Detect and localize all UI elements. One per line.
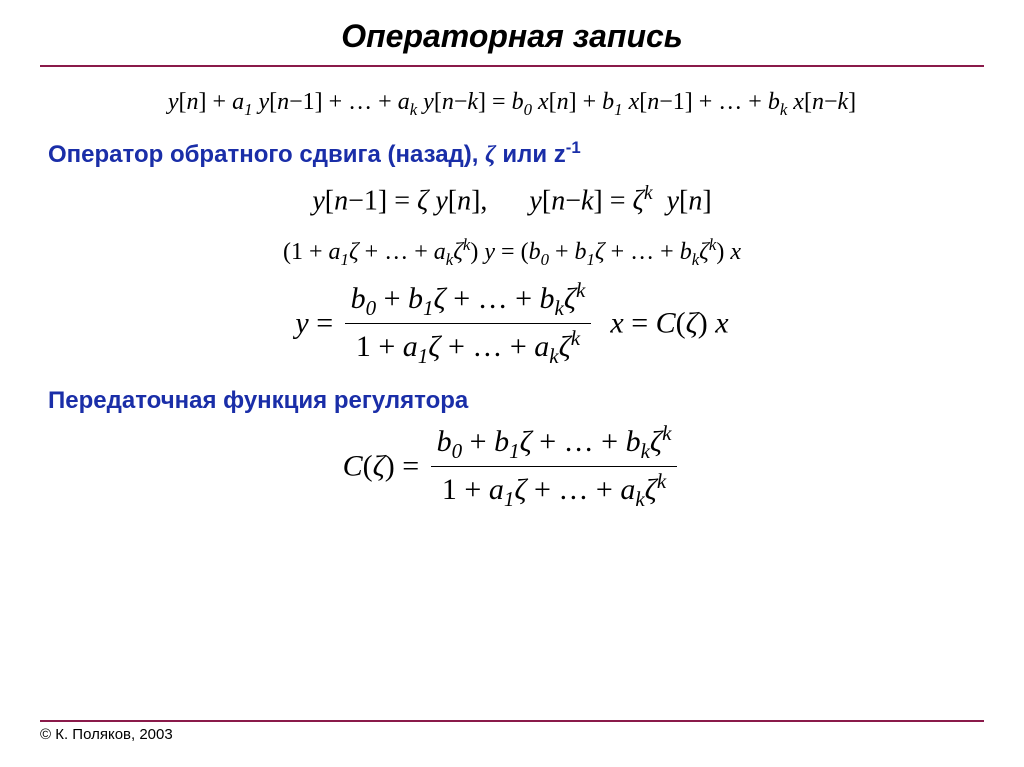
- copyright-text: © К. Поляков, 2003: [40, 726, 984, 743]
- equation-difference: y[n] + a1 y[n−1] + … + ak y[n−k] = b0 x[…: [40, 89, 984, 120]
- equation-y-solution: y = b0 + b1ζ + … + bkζk 1 + a1ζ + … + ak…: [40, 278, 984, 369]
- slide: Операторная запись y[n] + a1 y[n−1] + … …: [0, 0, 1024, 767]
- divider-top: [40, 65, 984, 67]
- equation-shift-definition: y[n−1] = ζ y[n], y[n−k] = ζk y[n]: [40, 183, 984, 217]
- label-transfer-function: Передаточная функция регулятора: [48, 387, 984, 415]
- divider-bottom: [40, 720, 984, 722]
- label-backshift-operator: Оператор обратного сдвига (назад), ζ или…: [48, 138, 984, 169]
- footer: © К. Поляков, 2003: [40, 720, 984, 743]
- slide-title: Операторная запись: [40, 18, 984, 55]
- equation-polynomial-form: (1 + a1ζ + … + akζk) y = (b0 + b1ζ + … +…: [40, 235, 984, 270]
- equation-transfer-function: C(ζ) = b0 + b1ζ + … + bkζk 1 + a1ζ + … +…: [40, 421, 984, 512]
